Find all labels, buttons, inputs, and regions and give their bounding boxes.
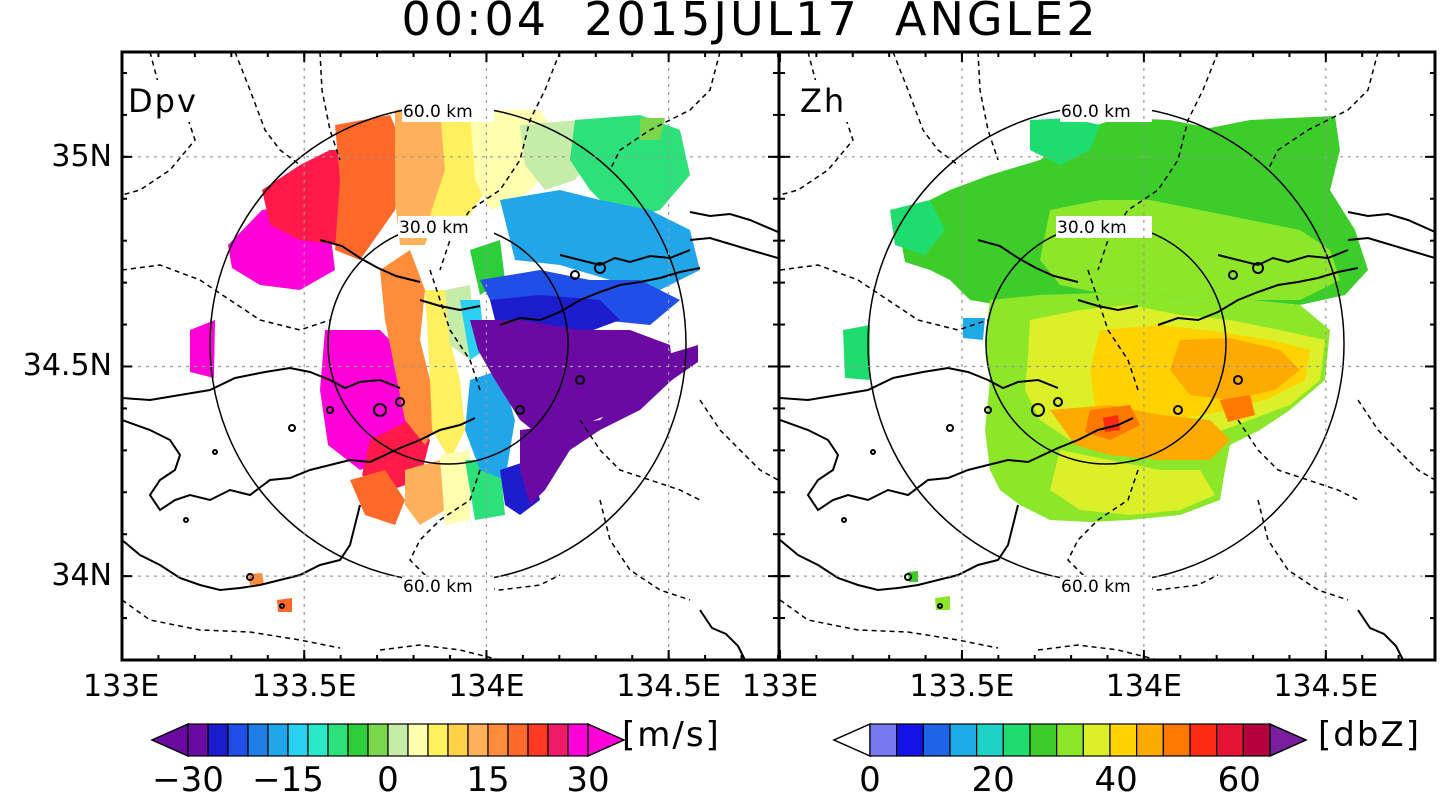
dpv-colorbar-swatch	[327, 723, 349, 757]
dpv-colorbar	[150, 722, 626, 758]
dpv-islands	[183, 262, 606, 609]
dpv-colorbar-high-arrow	[587, 722, 626, 758]
dpv-colorbar-swatch	[287, 723, 309, 757]
dpv-colorbar-label: −30	[152, 760, 224, 800]
x-tick-label: 133E	[83, 669, 160, 704]
dpv-colorbar-low-arrow	[150, 722, 189, 758]
y-tick-label: 34N	[51, 558, 112, 594]
zh-colorbar-swatch	[1029, 723, 1058, 757]
dpv-colorbar-swatch	[207, 723, 229, 757]
dpv-colorbar-swatch	[267, 723, 289, 757]
x-tick-label: 133.5E	[909, 669, 1015, 704]
dpv-colorbar-swatch	[227, 723, 249, 757]
zh-colorbar-swatch	[896, 723, 924, 757]
dpv-panel	[122, 52, 778, 660]
zh-colorbar-label: 20	[971, 760, 1015, 800]
dpv-colorbar-swatch	[367, 723, 389, 757]
dpv-colorbar-swatch	[567, 723, 589, 757]
x-tick-label: 134E	[448, 669, 525, 704]
dpv-colorbar-swatch	[387, 723, 409, 757]
dpv-colorbar-swatch	[247, 723, 269, 757]
x-tick-label: 133.5E	[251, 669, 357, 704]
zh-panel-label: Zh	[800, 82, 846, 120]
dpv-colorbar-swatch	[487, 723, 509, 757]
axis-ticks	[121, 52, 1436, 660]
dpv-colorbar-swatch	[447, 723, 469, 757]
zh-ring-label-outer-top: 60.0 km	[1061, 102, 1131, 122]
zh-colorbar-swatch	[1002, 723, 1031, 757]
map-title: 00:04 2015JUL17 ANGLE2	[401, 0, 1099, 46]
zh-colorbar-swatch	[1242, 723, 1271, 757]
zh-prefecture-borders	[780, 52, 1435, 660]
dpv-colorbar-swatch	[307, 723, 329, 757]
zh-ring-label-inner-top: 30.0 km	[1057, 218, 1127, 238]
dpv-colorbar-label: 0	[377, 760, 399, 800]
dpv-colorbar-label: −15	[252, 760, 324, 800]
dpv-colorbar-swatch	[467, 723, 489, 757]
x-tick-label: 134E	[1105, 669, 1182, 704]
dpv-colorbar-swatch	[547, 723, 569, 757]
zh-colorbar-low-arrow	[832, 722, 871, 758]
lat-lon-gridlines	[122, 52, 1435, 660]
zh-islands	[841, 262, 1264, 609]
dpv-colorbar-unit: [m/s]	[622, 715, 721, 755]
dpv-colorbar-swatch	[527, 723, 549, 757]
dpv-ring-label-outer-top: 60.0 km	[403, 102, 473, 122]
x-tick-label: 134.5E	[616, 669, 722, 704]
dpv-coastline	[122, 211, 778, 660]
zh-colorbar-swatch	[869, 723, 898, 757]
panel-labels: Dpv Zh	[126, 80, 850, 122]
zh-colorbar-swatch	[976, 723, 1004, 757]
dpv-colorbar-swatch	[407, 723, 429, 757]
zh-colorbar-swatch	[1189, 723, 1218, 757]
dpv-ring-label-outer-bottom: 60.0 km	[403, 577, 473, 597]
dpv-velocity-echo	[190, 105, 700, 612]
zh-panel	[780, 52, 1435, 660]
zh-reflectivity-echo	[843, 116, 1368, 610]
zh-colorbar-label: 40	[1094, 760, 1138, 800]
zh-colorbar-label: 60	[1217, 760, 1261, 800]
ring-labels: 60.0 km 30.0 km 60.0 km 60.0 km 30.0 km …	[398, 100, 1152, 597]
zh-colorbar-swatch	[949, 723, 978, 757]
dpv-colorbar-label: 15	[466, 760, 510, 800]
zh-colorbar-swatch	[1136, 723, 1164, 757]
y-tick-label: 34.5N	[22, 348, 112, 384]
zh-ring-label-outer-bottom: 60.0 km	[1061, 577, 1131, 597]
zh-colorbar-swatch	[1109, 723, 1138, 757]
dpv-colorbar-swatch	[347, 723, 369, 757]
zh-colorbar-high-arrow	[1269, 722, 1308, 758]
dpv-panel-label: Dpv	[128, 82, 198, 120]
dpv-colorbar-swatch	[427, 723, 449, 757]
zh-colorbar-swatch	[1216, 723, 1244, 757]
dpv-ring-label-inner-top: 30.0 km	[399, 218, 469, 238]
zh-colorbar-swatch	[1082, 723, 1111, 757]
y-tick-label: 35N	[51, 138, 112, 174]
dpv-colorbar-swatch	[187, 723, 209, 757]
zh-coastline	[780, 211, 1435, 660]
dpv-colorbar-label: 30	[566, 760, 610, 800]
zh-colorbar	[832, 722, 1308, 758]
dpv-colorbar-swatch	[507, 723, 529, 757]
zh-colorbar-label: 0	[859, 760, 881, 800]
zh-colorbar-swatch	[1056, 723, 1084, 757]
x-tick-label: 133E	[741, 669, 819, 704]
x-tick-label: 134.5E	[1273, 669, 1379, 704]
zh-colorbar-swatch	[922, 723, 951, 757]
zh-colorbar-unit: [dbZ]	[1318, 715, 1421, 755]
zh-colorbar-swatch	[1162, 723, 1191, 757]
